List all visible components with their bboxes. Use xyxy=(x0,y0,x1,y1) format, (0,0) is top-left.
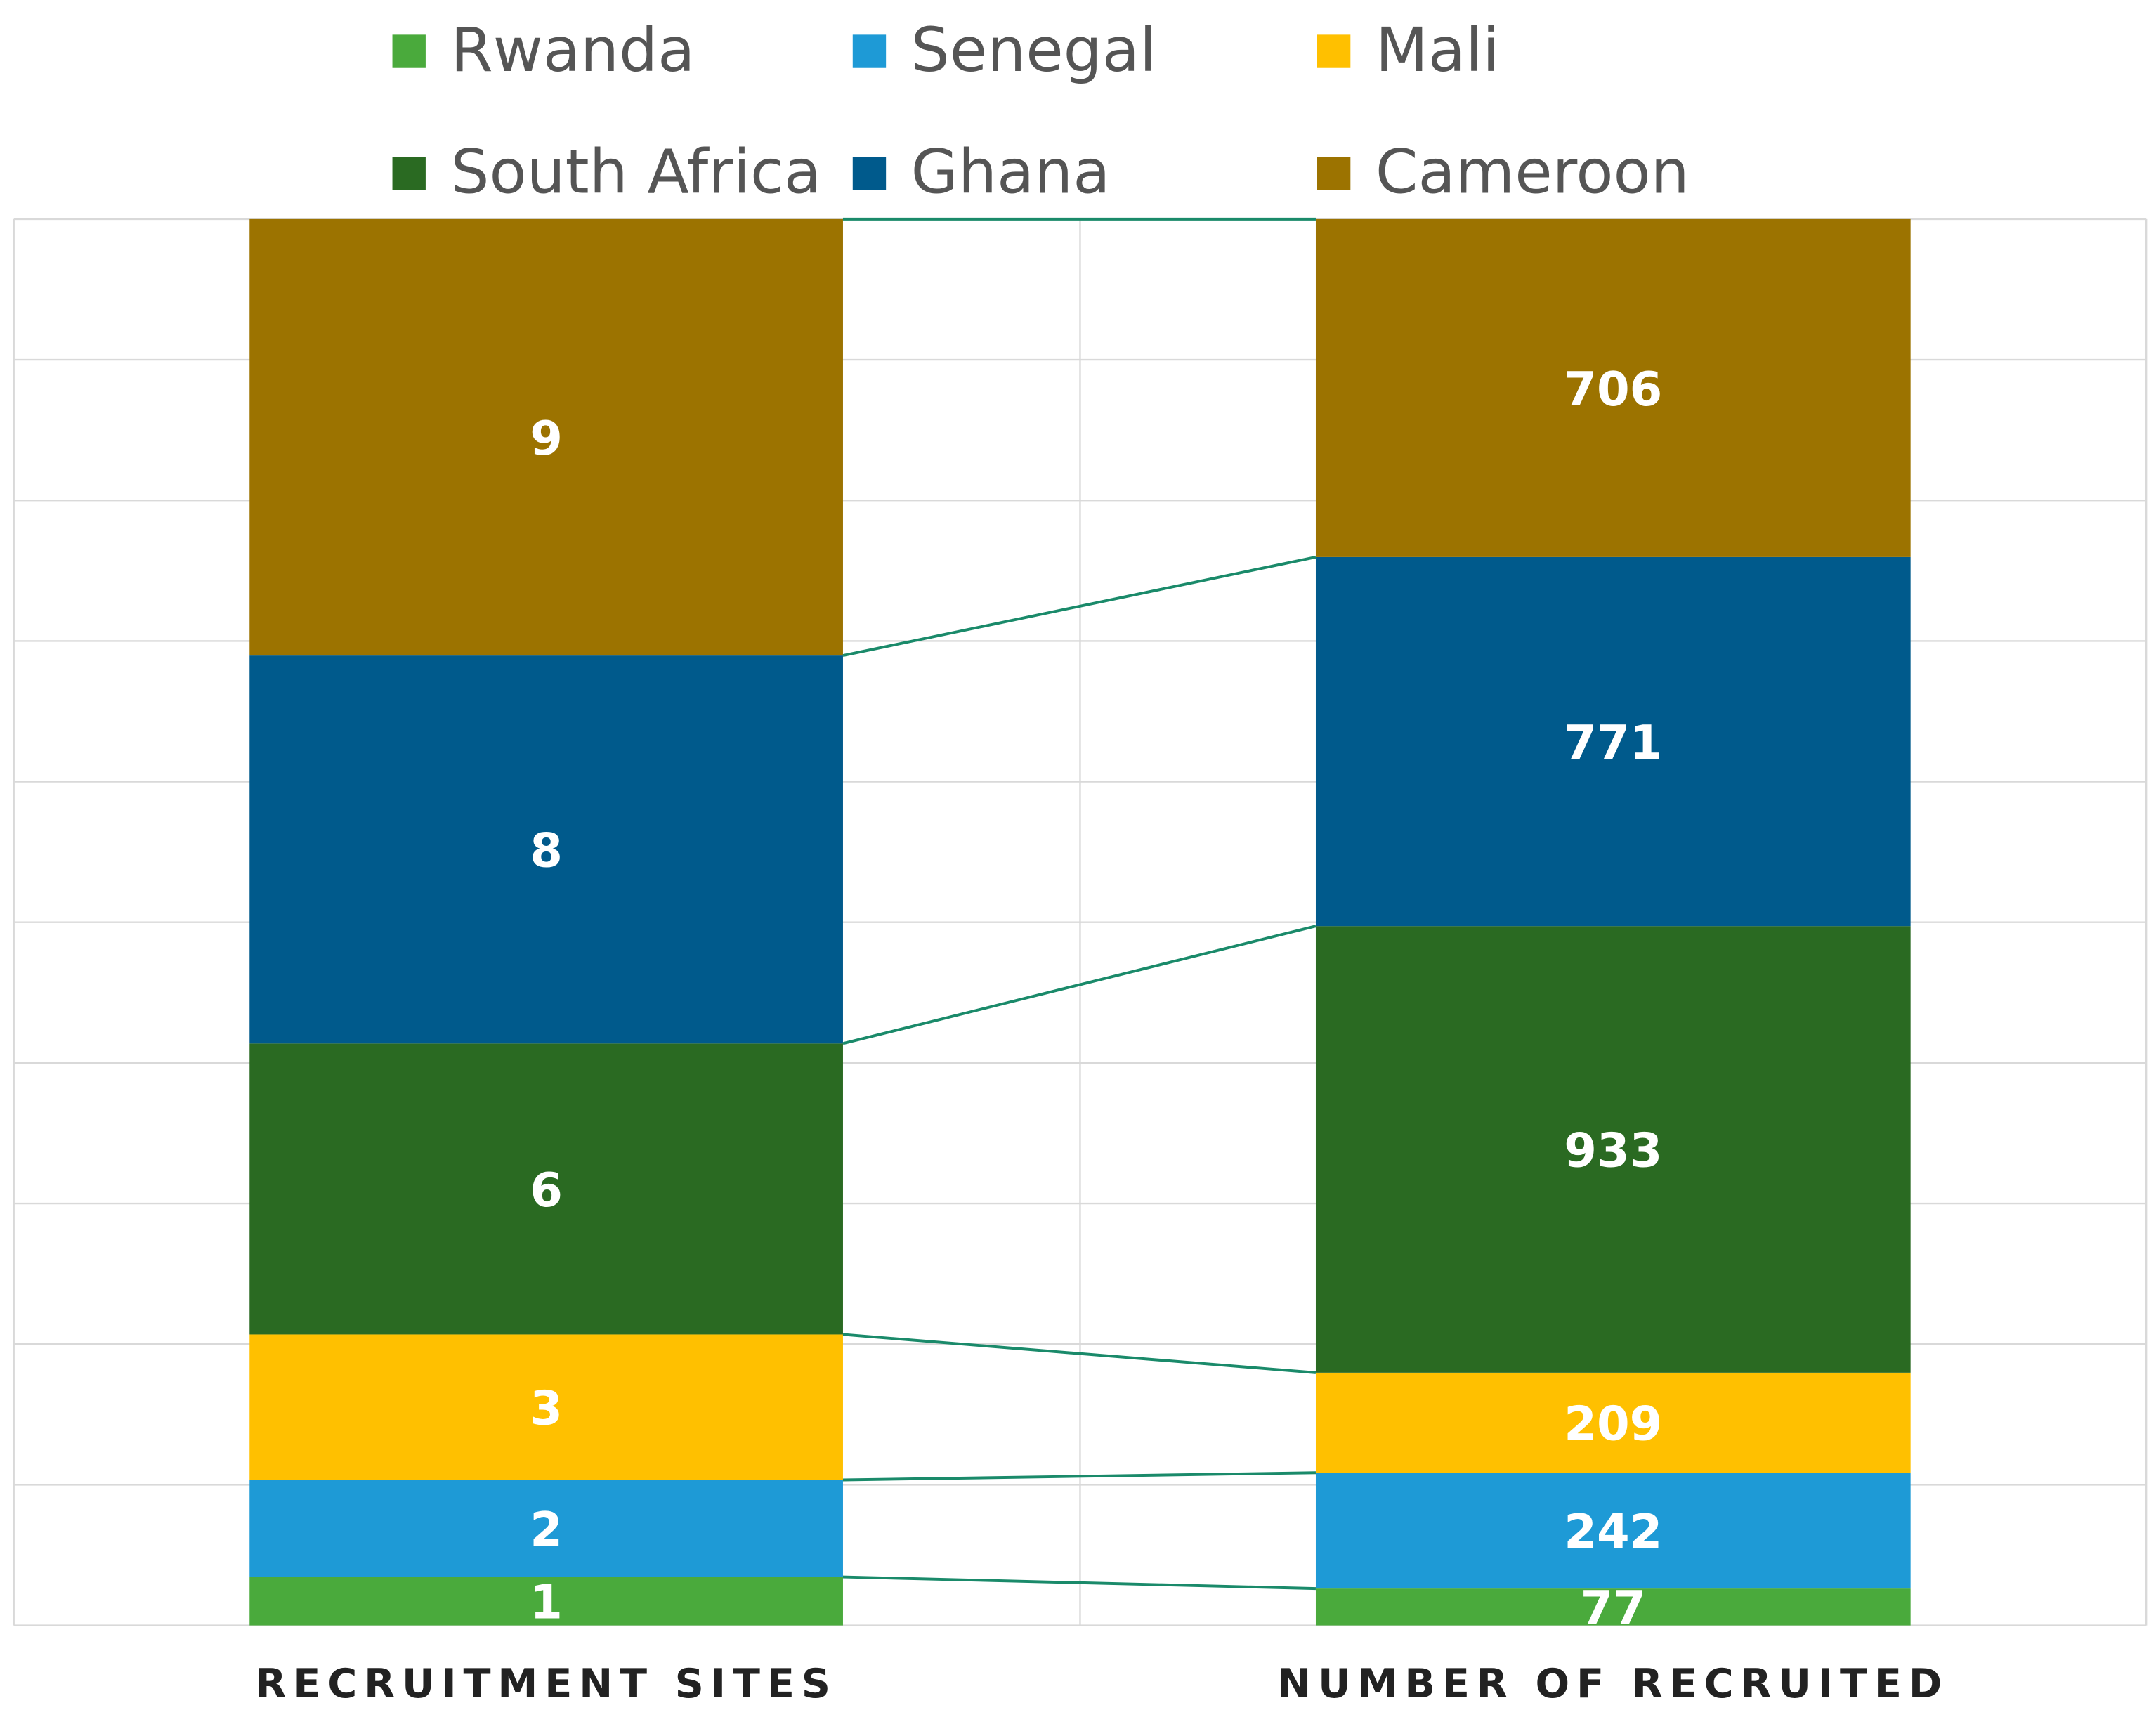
legend-swatch xyxy=(852,157,887,190)
bar-segment xyxy=(249,1043,843,1335)
x-tick-label: NUMBER OF RECRUITED xyxy=(1277,1661,1949,1707)
legend-swatch xyxy=(1317,157,1351,190)
legend-label: Ghana xyxy=(911,137,1111,208)
legend-label: Rwanda xyxy=(450,15,695,86)
legend-swatch xyxy=(852,34,887,68)
data-label: 209 xyxy=(1564,1397,1662,1451)
bar-segment xyxy=(1315,1473,1911,1589)
data-label: 8 xyxy=(530,823,563,878)
bar-segment xyxy=(249,1480,843,1577)
connector-line xyxy=(842,1333,1317,1374)
bar-segment xyxy=(1315,926,1911,1373)
data-label: 77 xyxy=(1581,1581,1646,1636)
data-label: 933 xyxy=(1564,1123,1662,1177)
connector-line xyxy=(842,925,1317,1045)
legend-swatch xyxy=(1317,34,1351,68)
bar-segment xyxy=(1315,218,1911,557)
data-label: 242 xyxy=(1564,1504,1662,1559)
bar-segment xyxy=(249,218,843,656)
connector-line xyxy=(842,555,1317,658)
connector-line xyxy=(842,1575,1317,1591)
legend-swatch xyxy=(392,157,426,190)
legend-swatch xyxy=(392,34,426,68)
data-label: 1 xyxy=(530,1575,563,1630)
x-tick-label: RECRUITMENT SITES xyxy=(255,1661,837,1707)
legend-label: Senegal xyxy=(911,15,1156,86)
bar-segment xyxy=(249,1577,843,1626)
bar-segment xyxy=(1315,556,1911,927)
bar-segment xyxy=(1315,1588,1911,1626)
connector-line xyxy=(842,1471,1317,1482)
legend-label: South Africa xyxy=(450,137,821,208)
data-label: 6 xyxy=(530,1163,563,1218)
data-label: 2 xyxy=(530,1502,563,1557)
data-label: 706 xyxy=(1564,362,1662,417)
bar-segment xyxy=(249,655,843,1044)
bar-segment xyxy=(1315,1372,1911,1473)
data-label: 771 xyxy=(1564,715,1662,770)
data-label: 9 xyxy=(530,411,563,466)
data-label: 3 xyxy=(530,1381,563,1435)
legend-label: Cameroon xyxy=(1376,137,1690,208)
legend-label: Mali xyxy=(1376,15,1499,86)
bar-segment xyxy=(249,1334,843,1480)
